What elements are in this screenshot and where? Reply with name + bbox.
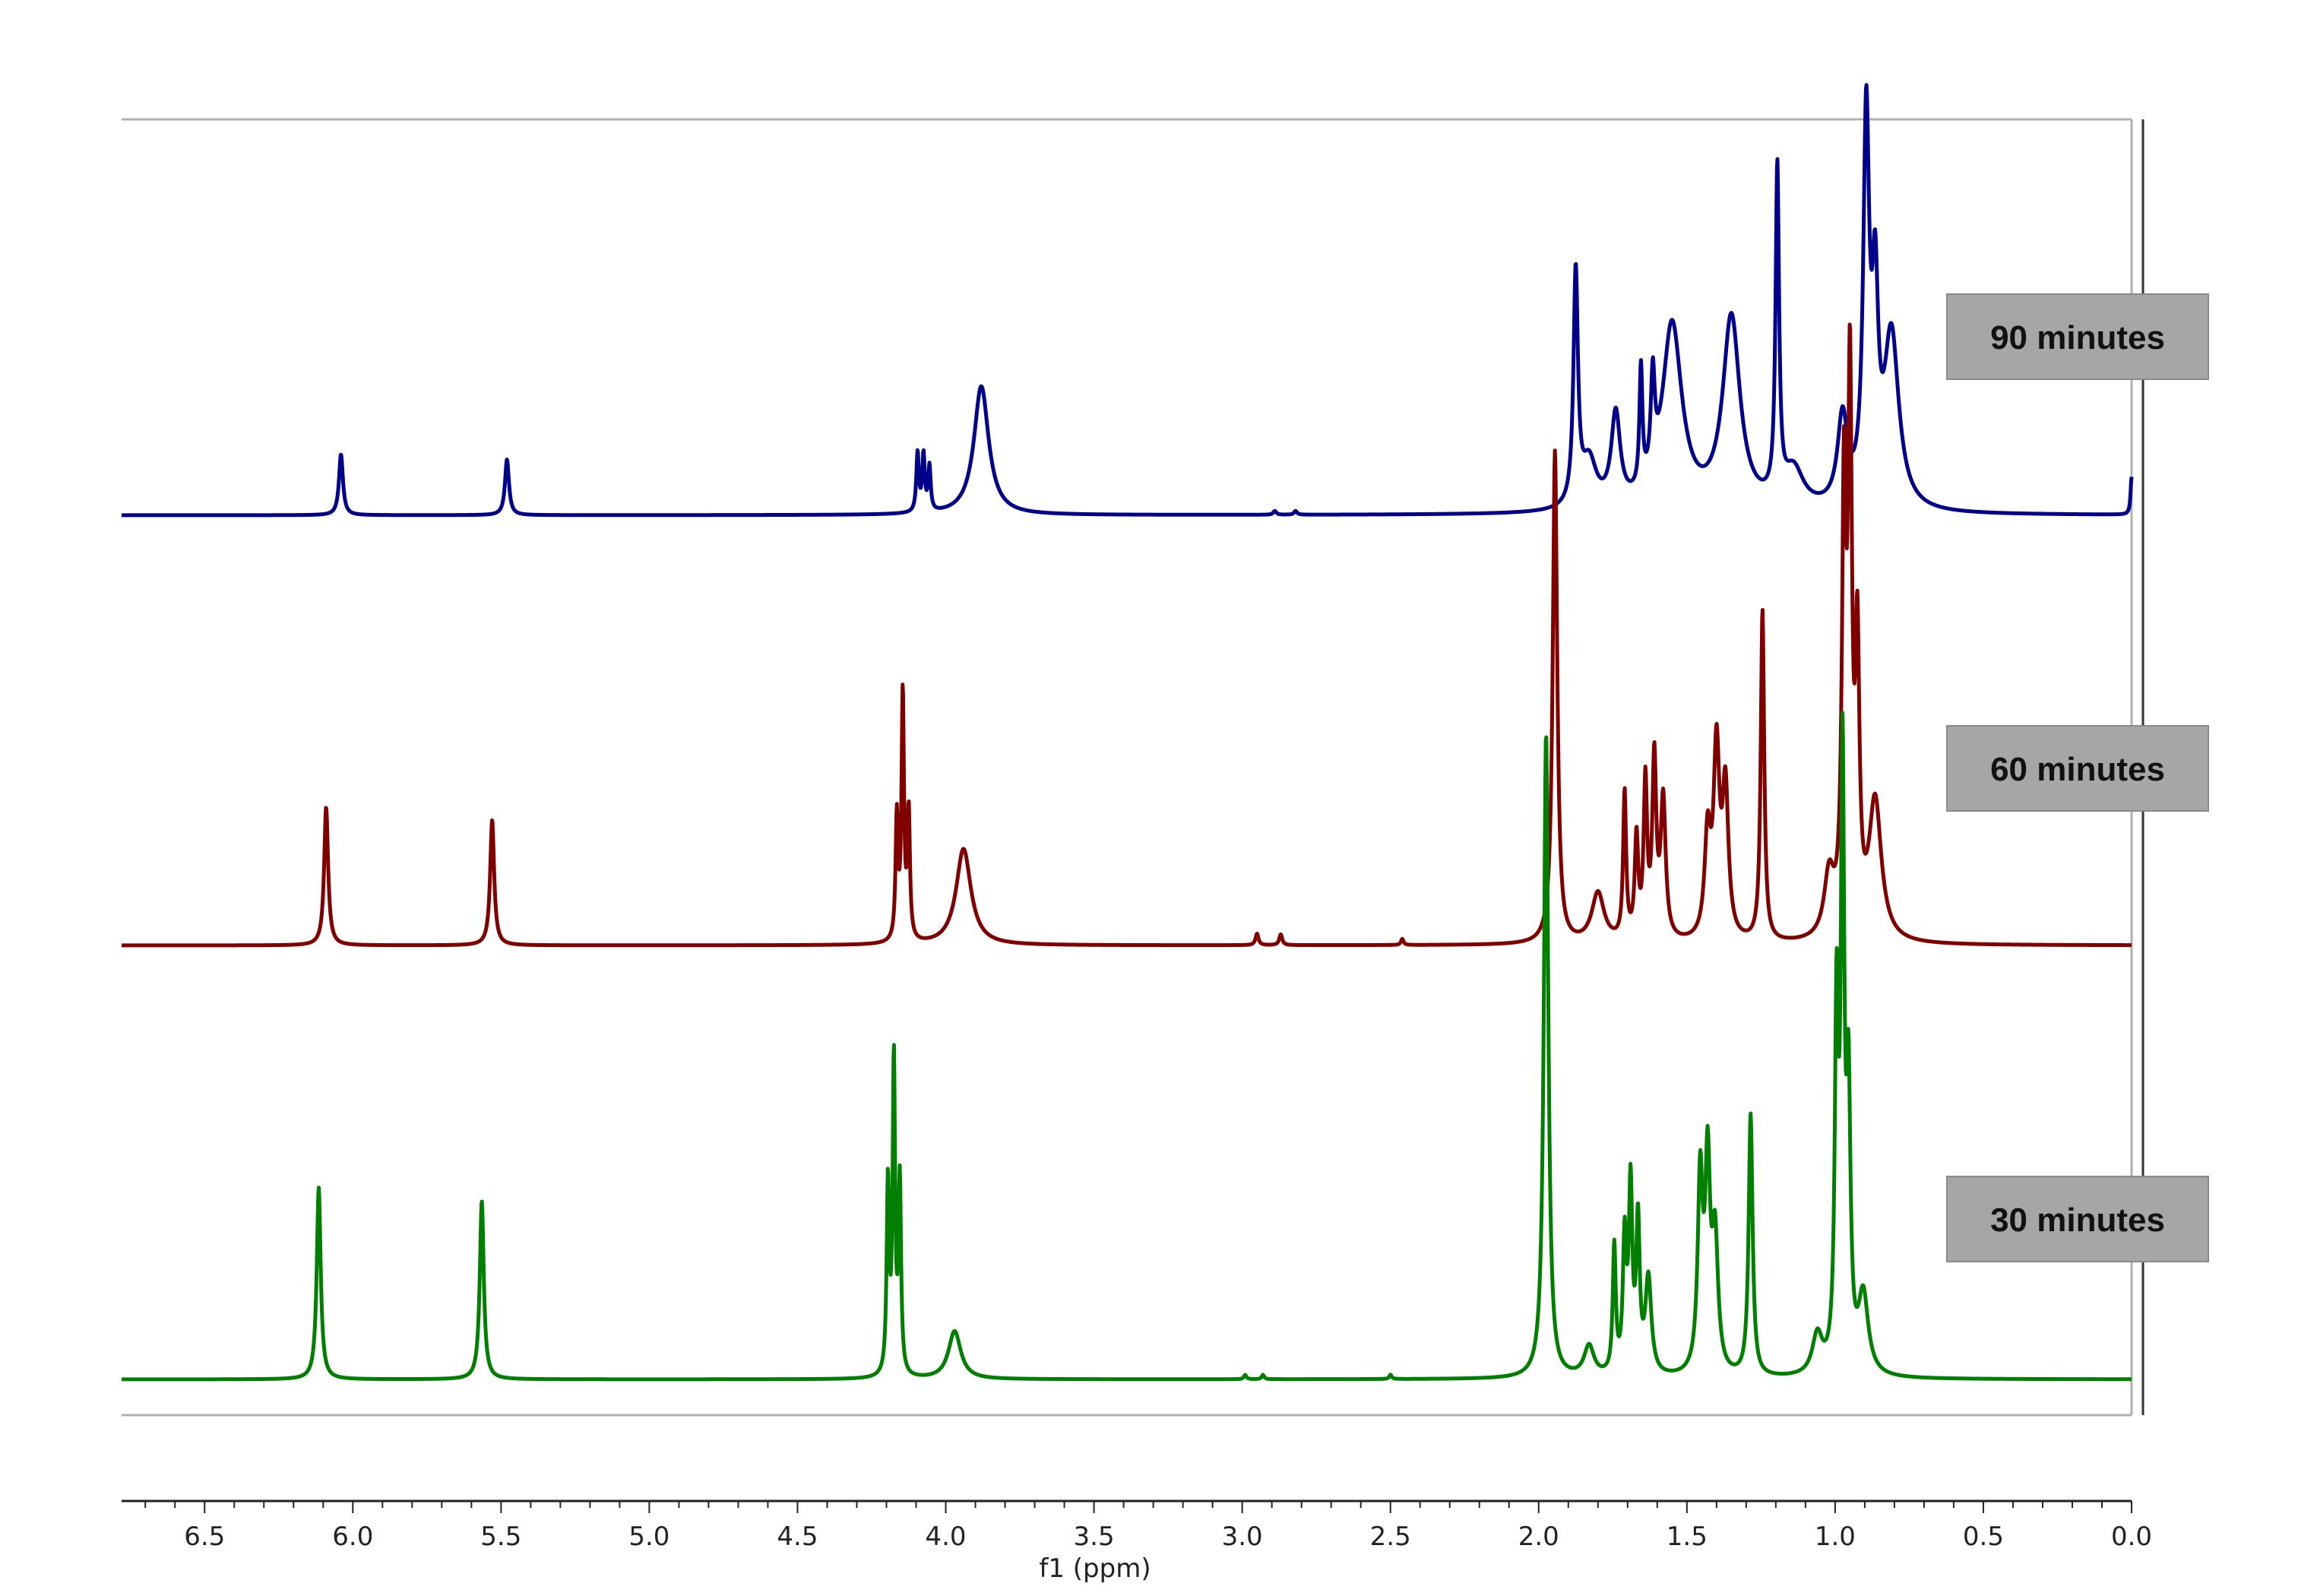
x-tick-label: 0.5 (1963, 1522, 2004, 1552)
x-tick-label: 4.5 (777, 1522, 818, 1552)
x-tick-label: 6.0 (332, 1522, 373, 1552)
x-tick-label: 6.5 (184, 1522, 225, 1552)
x-tick-label: 3.0 (1222, 1522, 1263, 1552)
legend-box-60-minutes (1946, 725, 2209, 812)
x-tick-label: 1.0 (1815, 1522, 1856, 1552)
legend: 90 minutes 60 minutes 30 minutes (1946, 293, 2209, 1262)
series-line-90-minutes (120, 83, 2134, 518)
x-tick-label: 5.0 (628, 1522, 669, 1552)
series-line-60-minutes (120, 322, 2133, 948)
x-tick-label: 4.0 (925, 1522, 966, 1552)
x-axis-title: f1 (ppm) (1039, 1553, 1151, 1584)
legend-label-30-minutes: 30 minutes (1990, 1202, 2165, 1239)
x-tick-label: 2.0 (1518, 1522, 1559, 1552)
x-tick-label: 5.5 (480, 1522, 521, 1552)
x-tick-label: 0.0 (2111, 1522, 2152, 1552)
x-axis: 6.5 6.0 5.5 5.0 4.5 4.0 3.5 3.0 2.5 2.0 1.5 1.0 0.5 0… (122, 1499, 2152, 1552)
legend-box-90-minutes (1946, 293, 2209, 380)
series-line-30-minutes (120, 711, 2133, 1382)
x-tick-label: 2.5 (1370, 1522, 1411, 1552)
legend-label-60-minutes: 60 minutes (1990, 751, 2165, 788)
x-tick-label: 3.5 (1074, 1522, 1115, 1552)
spectra-group (120, 83, 2134, 1382)
legend-box-30-minutes (1946, 1176, 2209, 1262)
legend-label-90-minutes: 90 minutes (1990, 319, 2165, 356)
x-tick-label: 1.5 (1667, 1522, 1708, 1552)
